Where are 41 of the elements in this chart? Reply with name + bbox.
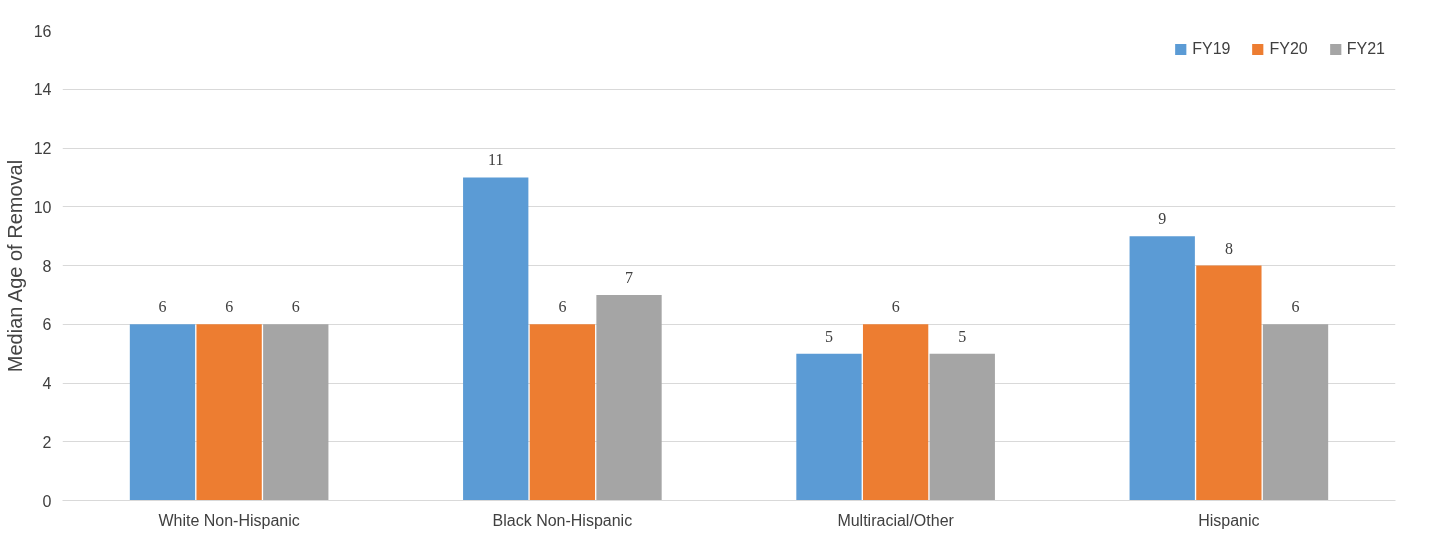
bar — [529, 324, 596, 501]
bar — [1262, 324, 1329, 501]
y-tick-label: 10 — [33, 198, 52, 216]
bar — [1196, 265, 1262, 501]
data-label: 6 — [158, 298, 167, 316]
data-label: 6 — [225, 298, 234, 316]
y-tick-label: 6 — [42, 316, 52, 334]
bar — [129, 324, 196, 501]
data-label: 6 — [1291, 298, 1300, 316]
x-tick-label: Black Non-Hispanic — [492, 511, 633, 529]
bar — [1129, 236, 1195, 501]
bar — [862, 324, 929, 501]
y-tick-label: 0 — [42, 492, 52, 510]
x-tick-label: Hispanic — [1198, 511, 1260, 529]
y-tick-label: 16 — [33, 22, 52, 40]
y-tick-label: 12 — [33, 140, 52, 157]
data-label: 7 — [625, 268, 634, 286]
data-label: 6 — [891, 298, 900, 316]
bar — [596, 294, 662, 501]
legend-label: FY21 — [1346, 40, 1385, 58]
y-tick-label: 14 — [33, 81, 52, 99]
y-axis-title: Median Age of Removal — [3, 159, 26, 373]
x-tick-label: White Non-Hispanic — [158, 511, 300, 529]
x-tick-label: Multiracial/Other — [837, 511, 955, 529]
y-tick-label: 2 — [42, 433, 52, 451]
bar — [796, 353, 862, 501]
bar — [196, 324, 262, 501]
bar — [463, 177, 529, 501]
y-tick-label: 4 — [42, 375, 52, 392]
y-tick-label: 8 — [42, 257, 52, 275]
data-label: 6 — [558, 298, 567, 316]
legend-label: FY20 — [1269, 40, 1308, 58]
data-label: 5 — [824, 327, 833, 345]
data-label: 9 — [1158, 210, 1167, 228]
data-label: 5 — [958, 327, 967, 345]
bar — [263, 324, 329, 501]
legend-label: FY19 — [1192, 40, 1231, 58]
data-label: 8 — [1224, 239, 1233, 257]
data-label: 6 — [291, 298, 300, 316]
data-label: 11 — [488, 151, 504, 169]
bar — [929, 353, 995, 501]
